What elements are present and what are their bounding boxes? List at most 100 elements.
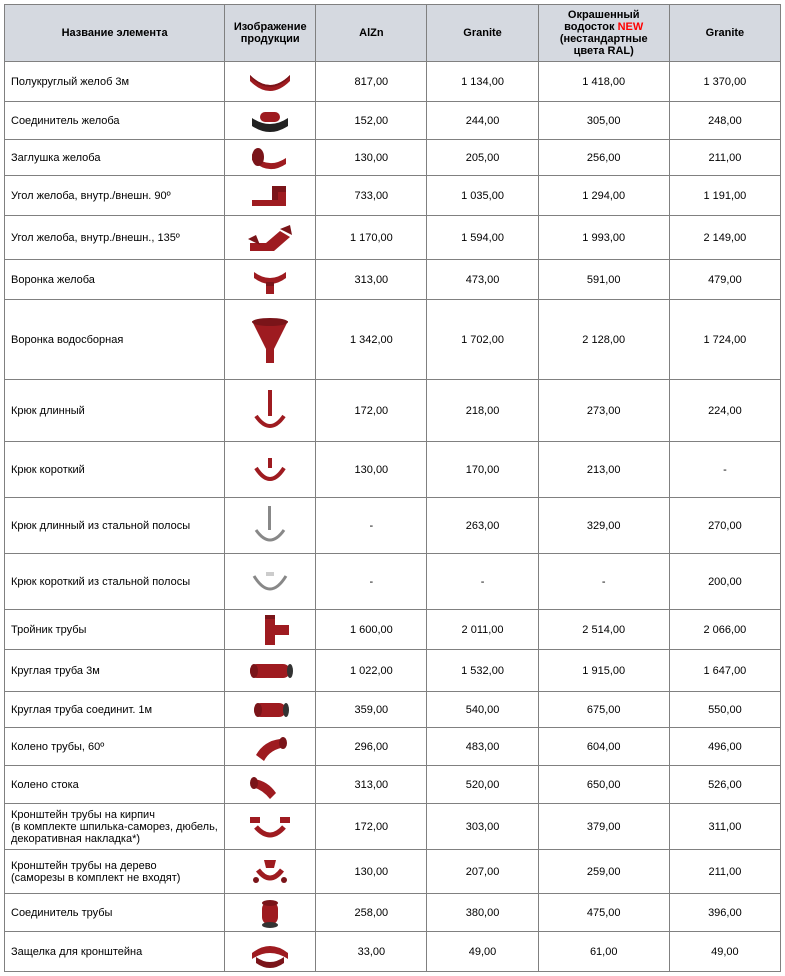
element-name: Соединитель желоба xyxy=(5,102,225,140)
price-value: 130,00 xyxy=(316,140,427,176)
product-icon xyxy=(225,554,316,610)
price-value: 1 342,00 xyxy=(316,300,427,380)
table-row: Крюк короткий130,00170,00213,00- xyxy=(5,442,781,498)
table-row: Полукруглый желоб 3м817,001 134,001 418,… xyxy=(5,62,781,102)
price-value: 2 011,00 xyxy=(427,610,538,650)
price-value: 1 600,00 xyxy=(316,610,427,650)
price-value: 224,00 xyxy=(669,380,780,442)
price-value: 172,00 xyxy=(316,804,427,850)
element-name: Защелка для кронштейна xyxy=(5,932,225,972)
price-value: - xyxy=(316,498,427,554)
element-name: Колено стока xyxy=(5,766,225,804)
table-row: Тройник трубы 1 600,002 011,002 514,002 0… xyxy=(5,610,781,650)
table-row: Кронштейн трубы на кирпич (в комплекте ш… xyxy=(5,804,781,850)
price-value: 1 594,00 xyxy=(427,216,538,260)
product-icon xyxy=(225,300,316,380)
table-row: Круглая труба 3м1 022,001 532,001 915,00… xyxy=(5,650,781,692)
price-value: 263,00 xyxy=(427,498,538,554)
table-row: Заглушка желоба130,00205,00256,00211,00 xyxy=(5,140,781,176)
price-value: 496,00 xyxy=(669,728,780,766)
price-value: 305,00 xyxy=(538,102,669,140)
header-image: Изображение продукции xyxy=(225,5,316,62)
table-row: Соединитель трубы 258,00380,00475,00396,0… xyxy=(5,894,781,932)
price-value: 1 915,00 xyxy=(538,650,669,692)
price-value: 2 149,00 xyxy=(669,216,780,260)
price-value: 520,00 xyxy=(427,766,538,804)
product-icon xyxy=(225,766,316,804)
element-name: Круглая труба 3м xyxy=(5,650,225,692)
product-icon xyxy=(225,650,316,692)
element-name: Заглушка желоба xyxy=(5,140,225,176)
table-row: Круглая труба соединит. 1м359,00540,0067… xyxy=(5,692,781,728)
price-value: 650,00 xyxy=(538,766,669,804)
price-value: 61,00 xyxy=(538,932,669,972)
table-row: Воронка водосборная1 342,001 702,002 128… xyxy=(5,300,781,380)
element-name: Кронштейн трубы на кирпич (в комплекте ш… xyxy=(5,804,225,850)
price-value: 483,00 xyxy=(427,728,538,766)
price-value: 303,00 xyxy=(427,804,538,850)
price-value: 311,00 xyxy=(669,804,780,850)
price-value: 170,00 xyxy=(427,442,538,498)
price-value: 380,00 xyxy=(427,894,538,932)
price-value: 130,00 xyxy=(316,850,427,894)
table-row: Крюк длинный из стальной полосы-263,0032… xyxy=(5,498,781,554)
element-name: Полукруглый желоб 3м xyxy=(5,62,225,102)
table-row: Крюк короткий из стальной полосы---200,0… xyxy=(5,554,781,610)
price-value: 550,00 xyxy=(669,692,780,728)
product-icon xyxy=(225,62,316,102)
price-value: 296,00 xyxy=(316,728,427,766)
table-row: Крюк длинный172,00218,00273,00224,00 xyxy=(5,380,781,442)
product-icon xyxy=(225,260,316,300)
new-tag: NEW xyxy=(618,21,644,33)
element-name: Тройник трубы xyxy=(5,610,225,650)
price-value: 2 066,00 xyxy=(669,610,780,650)
price-value: 218,00 xyxy=(427,380,538,442)
price-value: 473,00 xyxy=(427,260,538,300)
price-value: 1 294,00 xyxy=(538,176,669,216)
table-row: Колено стока313,00520,00650,00526,00 xyxy=(5,766,781,804)
price-value: 258,00 xyxy=(316,894,427,932)
price-value: 379,00 xyxy=(538,804,669,850)
product-icon xyxy=(225,380,316,442)
price-value: 1 532,00 xyxy=(427,650,538,692)
price-value: - xyxy=(316,554,427,610)
table-body: Полукруглый желоб 3м817,001 134,001 418,… xyxy=(5,62,781,972)
price-value: 540,00 xyxy=(427,692,538,728)
price-value: 479,00 xyxy=(669,260,780,300)
price-value: 259,00 xyxy=(538,850,669,894)
product-icon xyxy=(225,894,316,932)
price-value: 1 647,00 xyxy=(669,650,780,692)
price-value: - xyxy=(427,554,538,610)
price-value: 213,00 xyxy=(538,442,669,498)
table-header-row: Название элемента Изображение продукции … xyxy=(5,5,781,62)
header-granite: Granite xyxy=(427,5,538,62)
price-value: 211,00 xyxy=(669,850,780,894)
price-value: 2 514,00 xyxy=(538,610,669,650)
element-name: Крюк длинный xyxy=(5,380,225,442)
price-value: - xyxy=(669,442,780,498)
header-painted-post: (нестандартные цвета RAL) xyxy=(560,33,648,57)
price-value: 244,00 xyxy=(427,102,538,140)
price-value: 396,00 xyxy=(669,894,780,932)
price-value: 256,00 xyxy=(538,140,669,176)
table-row: Угол желоба, внутр./внешн., 135º1 170,00… xyxy=(5,216,781,260)
product-icon xyxy=(225,692,316,728)
price-value: 1 418,00 xyxy=(538,62,669,102)
product-icon xyxy=(225,610,316,650)
element-name: Крюк короткий из стальной полосы xyxy=(5,554,225,610)
price-value: 2 128,00 xyxy=(538,300,669,380)
header-name: Название элемента xyxy=(5,5,225,62)
table-row: Кронштейн трубы на дерево (саморезы в ко… xyxy=(5,850,781,894)
product-icon xyxy=(225,176,316,216)
price-value: 33,00 xyxy=(316,932,427,972)
price-value: 270,00 xyxy=(669,498,780,554)
price-value: 329,00 xyxy=(538,498,669,554)
product-icon xyxy=(225,804,316,850)
price-value: 211,00 xyxy=(669,140,780,176)
price-table: Название элемента Изображение продукции … xyxy=(4,4,781,972)
element-name: Воронка водосборная xyxy=(5,300,225,380)
price-value: 475,00 xyxy=(538,894,669,932)
price-value: 1 035,00 xyxy=(427,176,538,216)
product-icon xyxy=(225,932,316,972)
element-name: Соединитель трубы xyxy=(5,894,225,932)
